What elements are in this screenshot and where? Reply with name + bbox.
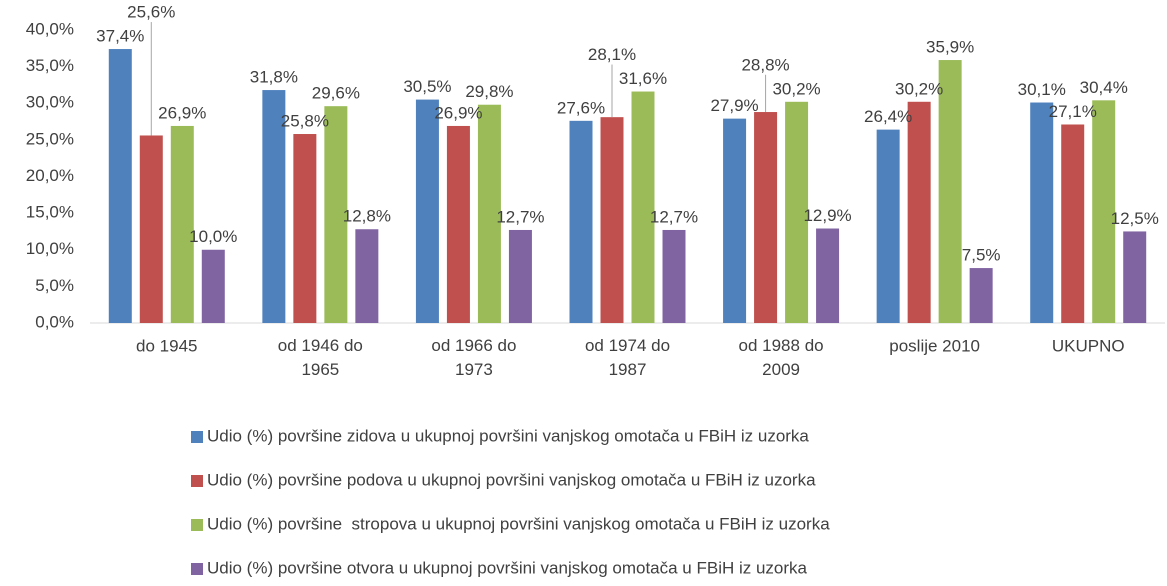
x-tick-label: od 1974 do 1987 <box>585 336 670 379</box>
legend-swatch <box>191 563 203 575</box>
data-label: 12,9% <box>803 206 851 225</box>
data-label: 30,1% <box>1018 80 1066 99</box>
data-label: 25,6% <box>127 3 175 22</box>
y-tick-label: 25,0% <box>26 129 74 148</box>
data-label: 30,2% <box>772 79 820 98</box>
data-label: 31,6% <box>619 69 667 88</box>
bar <box>415 99 439 324</box>
y-tick-label: 20,0% <box>26 166 74 185</box>
bar <box>631 91 655 323</box>
bar <box>1092 100 1116 323</box>
data-label: 12,7% <box>496 207 544 226</box>
bar <box>785 101 809 323</box>
bar <box>816 228 840 323</box>
bar <box>907 101 931 323</box>
bar <box>324 106 348 324</box>
legend-label: Udio (%) površine otvora u ukupnoj površ… <box>207 558 808 577</box>
legend-swatch <box>191 519 203 531</box>
data-label: 26,4% <box>864 107 912 126</box>
y-tick-label: 5,0% <box>35 276 74 295</box>
bar <box>355 229 379 323</box>
data-label: 12,5% <box>1111 209 1159 228</box>
data-label: 12,8% <box>343 207 391 226</box>
y-tick-label: 0,0% <box>35 312 74 331</box>
bar <box>1123 231 1147 323</box>
bar <box>600 117 624 323</box>
data-label: 10,0% <box>189 227 237 246</box>
bar <box>569 120 593 323</box>
y-tick-label: 10,0% <box>26 239 74 258</box>
x-tick-label: poslije 2010 <box>889 336 980 355</box>
legend-swatch <box>191 475 203 487</box>
bar <box>1061 124 1085 324</box>
bar <box>108 49 132 324</box>
bar <box>754 112 778 323</box>
bar <box>969 268 993 323</box>
bar <box>876 129 900 323</box>
bar <box>262 90 286 323</box>
x-tick-label: od 1988 do 2009 <box>739 336 824 379</box>
data-label: 30,5% <box>403 77 451 96</box>
data-label: 37,4% <box>96 27 144 46</box>
y-tick-label: 15,0% <box>26 203 74 222</box>
bar <box>1030 102 1054 323</box>
bar <box>508 229 532 323</box>
bar <box>170 125 194 324</box>
bar <box>477 104 501 323</box>
data-label: 29,6% <box>312 84 360 103</box>
data-label: 28,8% <box>741 55 789 74</box>
data-label: 7,5% <box>962 246 1001 265</box>
data-label: 29,8% <box>465 82 513 101</box>
data-label: 27,9% <box>710 96 758 115</box>
bar <box>293 134 317 323</box>
legend-swatch <box>191 431 203 443</box>
data-label: 25,8% <box>281 111 329 130</box>
bar <box>723 118 747 323</box>
y-tick-label: 40,0% <box>26 19 74 38</box>
bar <box>938 60 962 323</box>
x-tick-label: UKUPNO <box>1052 336 1125 355</box>
x-tick-label: do 1945 <box>136 336 197 355</box>
data-label: 26,9% <box>158 103 206 122</box>
data-label: 30,4% <box>1080 78 1128 97</box>
x-tick-label: od 1966 do 1973 <box>431 336 516 379</box>
data-label: 31,8% <box>250 68 298 87</box>
data-label: 26,9% <box>434 103 482 122</box>
y-tick-label: 30,0% <box>26 93 74 112</box>
x-tick-label: od 1946 do 1965 <box>278 336 363 379</box>
data-label: 30,2% <box>895 79 943 98</box>
bar <box>662 229 686 323</box>
data-label: 27,6% <box>557 98 605 117</box>
bar <box>446 125 470 324</box>
data-label: 35,9% <box>926 38 974 57</box>
data-label: 28,1% <box>588 45 636 64</box>
legend-label: Udio (%) površine podova u ukupnoj površ… <box>207 470 816 489</box>
data-label: 27,1% <box>1049 102 1097 121</box>
legend-label: Udio (%) površine zidova u ukupnoj površ… <box>207 426 809 445</box>
legend-label: Udio (%) površine stropova u ukupnoj pov… <box>207 514 830 533</box>
bar <box>139 135 163 323</box>
data-label: 12,7% <box>650 207 698 226</box>
y-tick-label: 35,0% <box>26 56 74 75</box>
bar <box>201 249 225 323</box>
